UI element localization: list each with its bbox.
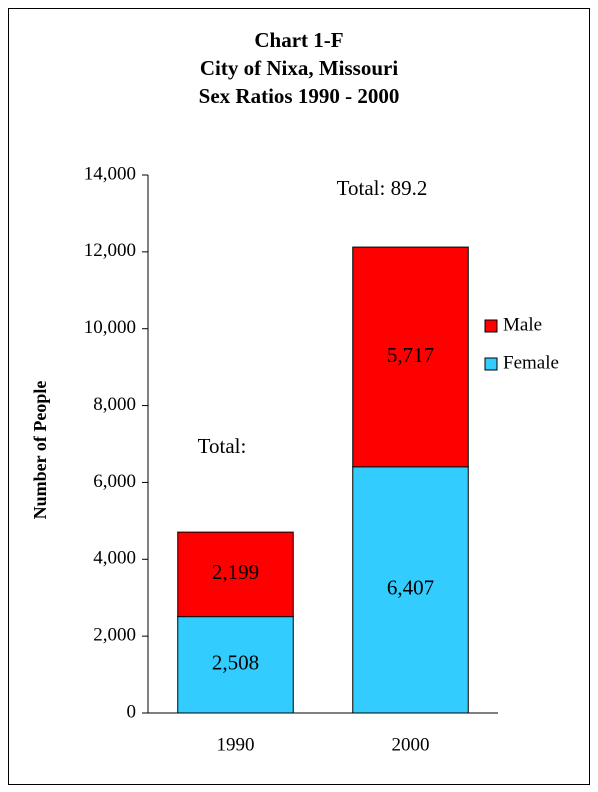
annotation: Total:: [198, 434, 247, 458]
y-tick-label: 10,000: [84, 317, 136, 338]
legend-swatch: [484, 319, 498, 333]
annotation: Total: 89.2: [337, 176, 428, 200]
data-label: 5,717: [387, 343, 434, 367]
y-tick-label: 2,000: [93, 625, 136, 646]
bar-segment: [177, 531, 294, 618]
chart-title: Chart 1-F: [254, 28, 343, 52]
y-tick-label: 8,000: [93, 394, 136, 415]
legend-label: Female: [503, 352, 559, 373]
data-label: 2,199: [212, 560, 259, 584]
y-tick-label: 14,000: [84, 163, 136, 184]
bar-segment: [352, 246, 469, 468]
x-tick-label: 2000: [392, 734, 430, 755]
legend-swatch: [484, 357, 498, 371]
chart-title: Sex Ratios 1990 - 2000: [199, 84, 400, 108]
y-tick-label: 12,000: [84, 240, 136, 261]
y-tick-label: 4,000: [93, 548, 136, 569]
bar-segment: [177, 616, 294, 714]
chart-title: City of Nixa, Missouri: [200, 56, 398, 80]
legend-label: Male: [503, 314, 542, 335]
y-tick-label: 0: [127, 701, 137, 722]
chart-border: [8, 8, 590, 785]
y-axis-label: Number of People: [30, 381, 50, 520]
y-tick-label: 6,000: [93, 471, 136, 492]
data-label: 2,508: [212, 651, 259, 675]
bar-segment: [352, 466, 469, 714]
data-label: 6,407: [387, 576, 434, 600]
x-tick-label: 1990: [217, 734, 255, 755]
